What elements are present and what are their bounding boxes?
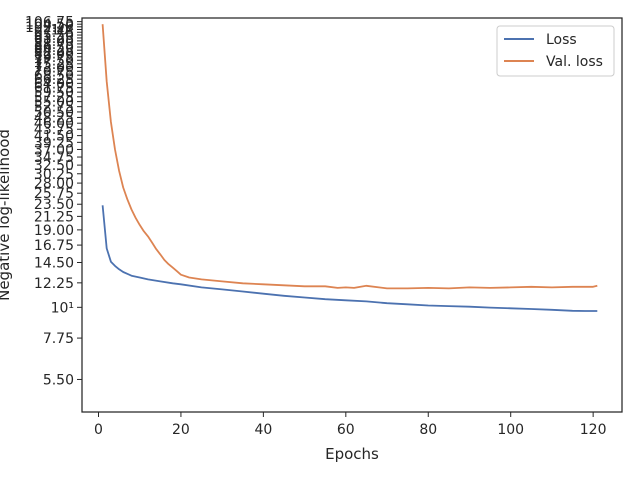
y-tick-label: 43.75: [34, 122, 74, 138]
y-tick-label: 59.50: [34, 85, 74, 101]
y-tick-label: 61.75: [34, 81, 74, 97]
y-tick-label: 32.50: [34, 158, 74, 174]
x-tick-label: 80: [419, 422, 437, 438]
y-tick-label: 50.50: [34, 105, 74, 121]
legend-label-loss: Loss: [546, 32, 577, 48]
x-tick-label: 0: [94, 422, 103, 438]
y-tick-label: 97.75: [34, 25, 74, 41]
y-tick-label: 5.50: [43, 372, 74, 388]
y-tick-label: 77.50: [34, 53, 74, 69]
x-axis-label: Epochs: [325, 445, 379, 463]
y-tick-label: 16.75: [34, 238, 74, 254]
legend-label-val-loss: Val. loss: [546, 54, 603, 70]
y-tick-label: 70.75: [34, 64, 74, 80]
series-layer: [101, 24, 598, 312]
x-axis-ticks: 0 20 40 60 80 100 120: [94, 412, 607, 438]
y-tick-label: 55.00: [34, 95, 74, 111]
y-tick-label: 86.50: [34, 40, 74, 56]
y-tick-label: 66.25: [34, 72, 74, 88]
y-axis-ticks: 5.50 7.75 10¹ 12.25 14.5016.7519.0021.2523.5…: [25, 15, 82, 388]
y-tick-label: 75.25: [34, 57, 74, 73]
y-tick-label: 28.00: [34, 176, 74, 192]
x-tick-label: 120: [580, 422, 607, 438]
y-tick-label: 88.75: [34, 37, 74, 53]
y-tick-label: 93.25: [34, 31, 74, 47]
plot-frame: [81, 17, 623, 413]
y-tick-label: 19.00: [34, 223, 74, 239]
y-tick-label: 64.00: [34, 76, 74, 92]
legend: Loss Val. loss: [496, 25, 615, 77]
y-tick-label: 10²: [51, 23, 74, 39]
y-tick-label: 23.50: [34, 197, 74, 213]
x-tick-label: 60: [337, 422, 355, 438]
y-tick-label: 48.25: [34, 110, 74, 126]
y-tick-label: 102.25: [25, 20, 74, 36]
x-tick-label: 20: [172, 422, 190, 438]
y-tick-label: 41.50: [34, 129, 74, 145]
y-tick-label: 73.00: [34, 60, 74, 76]
x-tick-label: 40: [254, 422, 272, 438]
series-line-val-loss: [101, 24, 598, 290]
y-tick-label: 14.50: [34, 255, 74, 271]
y-tick-label: 106.75: [25, 15, 74, 31]
y-tick-label: 52.75: [34, 100, 74, 116]
y-tick-label: 37.00: [34, 142, 74, 158]
y-tick-label: 104.50: [25, 17, 74, 33]
y-tick-label: 7.75: [43, 331, 74, 347]
y-tick-label: 46.00: [34, 116, 74, 132]
y-tick-label: 79.75: [34, 50, 74, 66]
y-tick-label: 39.25: [34, 135, 74, 151]
y-tick-label: 21.25: [34, 209, 74, 225]
y-tick-label: 95.50: [34, 28, 74, 44]
y-axis-label: Negative log-likelihood: [0, 129, 13, 301]
y-tick-label: 12.25: [34, 276, 74, 292]
y-tick-label: 34.75: [34, 150, 74, 166]
y-tick-label: 91.00: [34, 34, 74, 50]
y-tick-label: 68.50: [34, 68, 74, 84]
y-tick-label: 57.25: [34, 90, 74, 106]
y-tick-label: 10¹: [51, 300, 74, 316]
y-tick-label: 82.00: [34, 46, 74, 62]
y-tick-label: 84.25: [34, 43, 74, 59]
y-tick-label: 25.75: [34, 186, 74, 202]
x-tick-label: 100: [497, 422, 524, 438]
series-line-loss: [101, 205, 598, 312]
y-tick-label: 30.25: [34, 167, 74, 183]
